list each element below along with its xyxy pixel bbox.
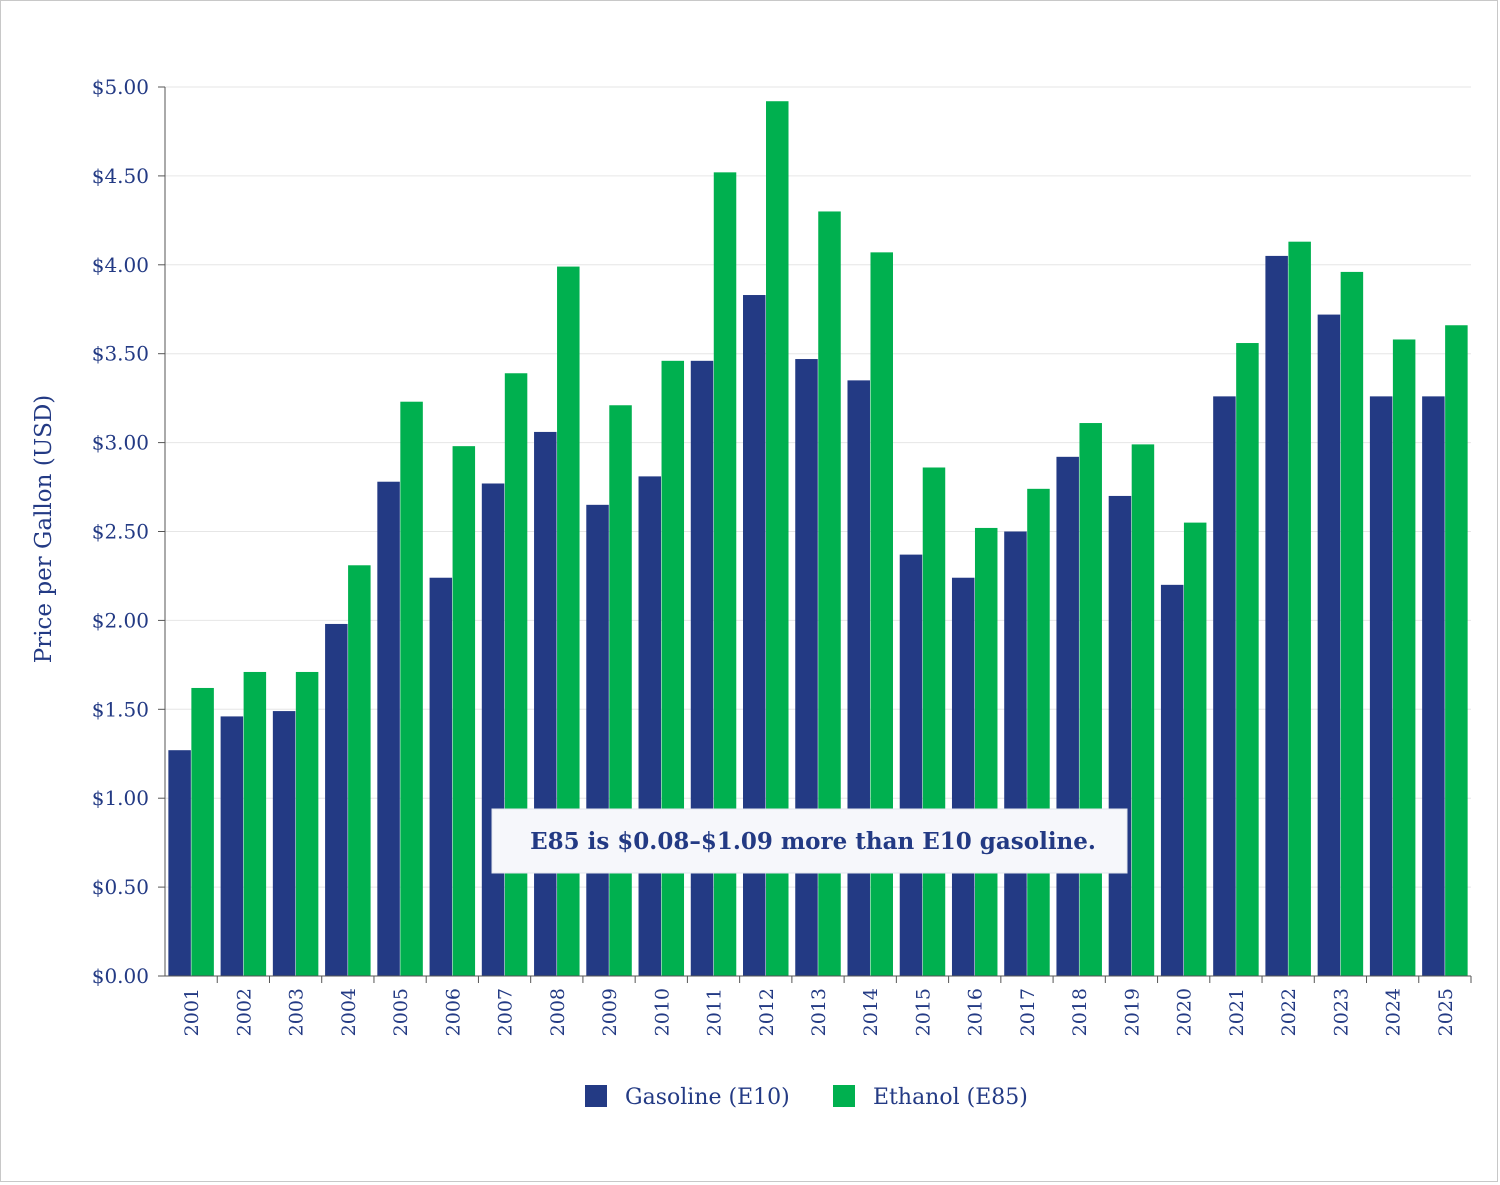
bar-ethanol-2022 xyxy=(1288,241,1311,976)
y-tick-label: $3.50 xyxy=(92,342,149,366)
bar-gasoline-2008 xyxy=(534,431,557,976)
y-tick-label: $4.00 xyxy=(92,253,149,277)
x-tick-label: 2004 xyxy=(338,988,360,1036)
x-tick-label: 2001 xyxy=(181,988,203,1036)
bar-gasoline-2003 xyxy=(272,711,296,976)
x-tick-label: 2015 xyxy=(912,988,934,1036)
bar-gasoline-2012 xyxy=(743,295,766,976)
y-tick-label: $0.00 xyxy=(92,964,149,988)
bar-ethanol-2004 xyxy=(348,565,371,976)
bar-gasoline-2010 xyxy=(638,476,662,976)
x-tick-label: 2007 xyxy=(495,988,517,1036)
y-axis-label: Price per Gallon (USD) xyxy=(31,395,57,664)
legend-label-ethanol: Ethanol (E85) xyxy=(873,1085,1028,1110)
x-tick-label: 2005 xyxy=(390,988,412,1036)
x-tick-label: 2024 xyxy=(1383,988,1405,1036)
bar-gasoline-2016 xyxy=(951,577,975,976)
bar-ethanol-2010 xyxy=(661,360,685,976)
legend-swatch-ethanol xyxy=(833,1085,855,1107)
y-tick-label: $1.00 xyxy=(92,786,149,810)
x-tick-label: 2020 xyxy=(1174,988,1196,1036)
x-tick-label: 2012 xyxy=(756,988,778,1036)
bar-gasoline-2021 xyxy=(1213,396,1236,976)
bar-gasoline-2005 xyxy=(377,481,400,976)
bar-ethanol-2008 xyxy=(557,266,580,976)
bar-ethanol-2014 xyxy=(870,252,893,976)
bar-ethanol-2011 xyxy=(713,172,737,976)
x-tick-label: 2003 xyxy=(286,988,308,1036)
bar-ethanol-2017 xyxy=(1027,488,1050,976)
bar-ethanol-2020 xyxy=(1183,522,1207,976)
y-tick-label: $3.00 xyxy=(92,431,149,455)
legend-swatch-gasoline xyxy=(585,1085,607,1107)
y-axis: $0.00 $0.50 $1.00 $1.50 $2.00 $2.50 $3.00 $3.50… xyxy=(92,75,166,988)
y-tick-label: $2.00 xyxy=(92,608,149,632)
bar-gasoline-2017 xyxy=(1004,531,1027,976)
bar-ethanol-2005 xyxy=(400,401,423,976)
bar-ethanol-2019 xyxy=(1131,444,1155,976)
x-tick-label: 2014 xyxy=(860,988,882,1036)
bar-ethanol-2003 xyxy=(295,671,319,976)
bar-gasoline-2020 xyxy=(1160,584,1184,976)
x-tick-label: 2017 xyxy=(1017,988,1039,1036)
x-tick-label: 2021 xyxy=(1226,988,1248,1036)
y-tick-label: $1.50 xyxy=(92,697,149,721)
bar-ethanol-2012 xyxy=(766,101,789,976)
x-tick-label: 2023 xyxy=(1330,988,1352,1036)
y-tick-label: $4.50 xyxy=(92,164,149,188)
x-tick-label: 2018 xyxy=(1069,988,1091,1036)
x-tick-label: 2006 xyxy=(442,988,464,1036)
bar-gasoline-2007 xyxy=(481,483,505,976)
y-tick-label: $5.00 xyxy=(92,75,149,99)
bar-ethanol-2007 xyxy=(504,373,528,976)
y-tick-label: $0.50 xyxy=(92,875,149,899)
bar-gasoline-2015 xyxy=(899,554,923,976)
y-tick-label: $2.50 xyxy=(92,520,149,544)
x-tick-label: 2025 xyxy=(1435,988,1457,1036)
bar-gasoline-2019 xyxy=(1108,495,1132,976)
x-axis: 2001 2002 2003 2004 2005 2006 2007 2008 2009 2010… xyxy=(165,975,1472,1036)
bar-ethanol-2024 xyxy=(1392,339,1416,976)
x-tick-label: 2008 xyxy=(547,988,569,1036)
annotation-background xyxy=(491,808,1128,874)
bar-gasoline-2004 xyxy=(325,623,348,976)
bar-gasoline-2001 xyxy=(168,750,191,976)
x-tick-label: 2010 xyxy=(651,988,673,1036)
bar-ethanol-2021 xyxy=(1236,343,1259,977)
bar-ethanol-2013 xyxy=(818,211,841,976)
legend: Gasoline (E10) Ethanol (E85) xyxy=(585,1085,1028,1110)
bar-gasoline-2006 xyxy=(429,577,453,976)
x-tick-label: 2022 xyxy=(1278,988,1300,1036)
bar-ethanol-2006 xyxy=(452,446,476,976)
bar-gasoline-2025 xyxy=(1422,396,1445,976)
bar-ethanol-2023 xyxy=(1340,271,1364,976)
bar-ethanol-2025 xyxy=(1445,325,1468,976)
bar-ethanol-2015 xyxy=(922,467,946,976)
x-tick-label: 2009 xyxy=(599,988,621,1036)
bar-gasoline-2014 xyxy=(847,380,870,976)
bar-gasoline-2022 xyxy=(1265,255,1288,976)
annotation-text: E85 is $0.08–$1.09 more than E10 gasolin… xyxy=(530,828,1096,855)
annotation-box: E85 is $0.08–$1.09 more than E10 gasolin… xyxy=(491,808,1128,874)
x-tick-label: 2013 xyxy=(808,988,830,1036)
bar-gasoline-2024 xyxy=(1369,396,1393,976)
bar-gasoline-2011 xyxy=(690,360,714,976)
x-tick-label: 2011 xyxy=(704,988,726,1036)
x-tick-label: 2002 xyxy=(233,988,255,1036)
bar-ethanol-2002 xyxy=(243,671,267,976)
x-tick-label: 2019 xyxy=(1121,988,1143,1036)
bar-ethanol-2001 xyxy=(191,687,214,976)
bar-gasoline-2002 xyxy=(220,716,244,976)
x-tick-label: 2016 xyxy=(965,988,987,1036)
bar-gasoline-2018 xyxy=(1056,456,1079,977)
bar-ethanol-2009 xyxy=(609,405,632,977)
bar-gasoline-2023 xyxy=(1317,314,1341,977)
bar-ethanol-2018 xyxy=(1079,423,1102,976)
bar-gasoline-2013 xyxy=(795,359,818,976)
legend-label-gasoline: Gasoline (E10) xyxy=(625,1085,790,1110)
bar-gasoline-2009 xyxy=(586,504,609,976)
bar-ethanol-2016 xyxy=(974,527,998,976)
